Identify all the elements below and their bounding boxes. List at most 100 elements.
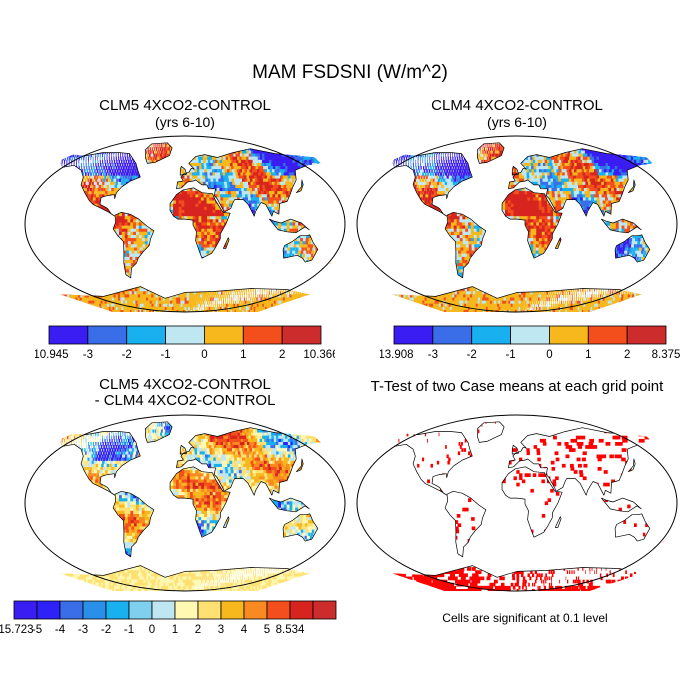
world-map xyxy=(356,414,678,592)
colorbar-box xyxy=(151,600,176,620)
panel-title-line2: (yrs 6-10) xyxy=(487,114,547,130)
colorbar-box xyxy=(626,325,667,345)
coastlines xyxy=(59,142,336,312)
colorbar-tick-label: 8.375 xyxy=(652,349,680,361)
colorbar-box xyxy=(587,325,628,345)
coastline-africa xyxy=(169,466,231,538)
colorbar-tick-label: 10.366 xyxy=(303,349,335,361)
coastline-britain xyxy=(511,444,519,455)
world-map xyxy=(24,135,346,313)
map-border xyxy=(356,135,678,313)
colorbar-tick-label: -10.945 xyxy=(35,349,69,361)
coastline-greenland xyxy=(144,142,173,164)
colorbar-box xyxy=(289,600,314,620)
colorbar-box xyxy=(549,325,589,345)
coastline-antarctica xyxy=(391,286,643,312)
coastline-indonesia xyxy=(601,218,642,234)
colorbar-tick-label: -15.723 xyxy=(0,624,34,636)
colorbar-box xyxy=(174,600,199,620)
coastline-madagascar xyxy=(222,237,230,249)
colorbar-box xyxy=(242,325,283,345)
coastline-greenland xyxy=(144,421,173,443)
colorbar-box xyxy=(59,600,84,620)
coastline-samerica xyxy=(112,211,155,279)
coastline-indonesia xyxy=(269,497,310,513)
colorbar-box xyxy=(204,325,244,345)
map-border xyxy=(24,414,346,592)
colorbar-box xyxy=(126,325,166,345)
colorbar-box xyxy=(243,600,268,620)
coastline-australia xyxy=(614,234,651,263)
colorbar-tick-label: 1 xyxy=(585,349,591,361)
coastline-africa xyxy=(501,466,563,538)
coastline-samerica xyxy=(444,490,487,558)
coastline-namerica xyxy=(391,431,473,496)
colorbar-box xyxy=(87,325,128,345)
coastline-samerica xyxy=(444,211,487,279)
panel-title: CLM5 4XCO2-CONTROL (yrs 6-10) xyxy=(20,98,350,131)
panel-title-line1: T-Test of two Case means at each grid po… xyxy=(370,378,664,395)
significance-note: Cells are significant at 0.1 level xyxy=(442,611,608,625)
coastline-eurasia xyxy=(508,148,654,217)
colorbar-tick-label: -3 xyxy=(83,349,93,361)
coastline-japan xyxy=(628,458,636,473)
colorbar-tick-label: -3 xyxy=(78,624,88,636)
coastline-africa xyxy=(169,187,231,259)
coastline-australia xyxy=(282,513,319,542)
coastline-africa xyxy=(501,187,563,259)
panel-title-line2: (yrs 6-10) xyxy=(155,114,215,130)
coastline-indonesia xyxy=(601,497,642,513)
coastlines xyxy=(391,421,668,591)
colorbar-tick-label: -2 xyxy=(122,349,132,361)
panel-difference: CLM5 4XCO2-CONTROL - CLM4 4XCO2-CONTROL xyxy=(20,377,350,596)
colorbar-box xyxy=(105,600,130,620)
colorbar-box xyxy=(266,600,291,620)
colorbar-tick-label: -3 xyxy=(428,349,438,361)
coastline-greenland xyxy=(476,142,505,164)
coastline-namerica xyxy=(59,152,141,217)
panel-title: CLM5 4XCO2-CONTROL - CLM4 4XCO2-CONTROL xyxy=(20,377,350,409)
coastline-japan xyxy=(296,179,304,194)
colorbar-tick-label: -1 xyxy=(124,624,134,636)
map-border xyxy=(24,135,346,313)
colorbar-tick-label: -2 xyxy=(101,624,111,636)
colorbar-tick-label: -5 xyxy=(32,624,42,636)
colorbar-tick-label: -13.908 xyxy=(380,349,414,361)
colorbar-clm5: -10.945 -3 -2 -1 0 1 2 10.366 xyxy=(35,325,335,361)
colorbar-tick-label: -1 xyxy=(160,349,170,361)
colorbar-tick-label: 1 xyxy=(172,624,178,636)
colorbar-tick-label: 0 xyxy=(149,624,155,636)
colorbar-tick-label: 2 xyxy=(195,624,201,636)
panel-title-line2: - CLM4 4XCO2-CONTROL xyxy=(94,392,276,409)
coastline-eurasia xyxy=(508,427,654,496)
coastline-britain xyxy=(511,165,519,176)
world-map xyxy=(24,414,346,592)
panel-clm5: CLM5 4XCO2-CONTROL (yrs 6-10) xyxy=(20,98,350,317)
colorbar-box xyxy=(510,325,550,345)
coastline-britain xyxy=(179,444,187,455)
coastline-australia xyxy=(282,234,319,263)
colorbar-box xyxy=(432,325,473,345)
panel-title-line1: CLM4 4XCO2-CONTROL xyxy=(431,97,603,114)
colorbar-box xyxy=(312,600,337,620)
coastline-antarctica xyxy=(59,286,311,312)
coastline-antarctica xyxy=(59,565,311,591)
panel-clm4: CLM4 4XCO2-CONTROL (yrs 6-10) xyxy=(352,98,682,317)
colorbar-box xyxy=(220,600,245,620)
colorbar-tick-label: 5 xyxy=(264,624,270,636)
map-border xyxy=(356,414,678,592)
panel-title-line1: CLM5 4XCO2-CONTROL xyxy=(99,376,271,393)
colorbar-difference: -15.723-5 -4 -3 -2 -1 0 1 2 3 4 5 8.534 xyxy=(0,600,337,636)
panel-title: CLM4 4XCO2-CONTROL (yrs 6-10) xyxy=(352,97,682,131)
colorbar-tick-label: 2 xyxy=(624,349,630,361)
colorbar-tick-label: 4 xyxy=(241,624,248,636)
colorbar-box xyxy=(393,325,434,345)
coastline-indonesia xyxy=(269,218,310,234)
coastline-japan xyxy=(296,458,304,473)
figure-title: MAM FSDSNI (W/m^2) xyxy=(252,62,448,83)
panel-title: T-Test of two Case means at each grid po… xyxy=(352,377,682,395)
colorbar-tick-label: 0 xyxy=(546,349,552,361)
coastline-samerica xyxy=(112,490,155,558)
coastline-britain xyxy=(179,165,187,176)
coastline-greenland xyxy=(476,421,505,443)
